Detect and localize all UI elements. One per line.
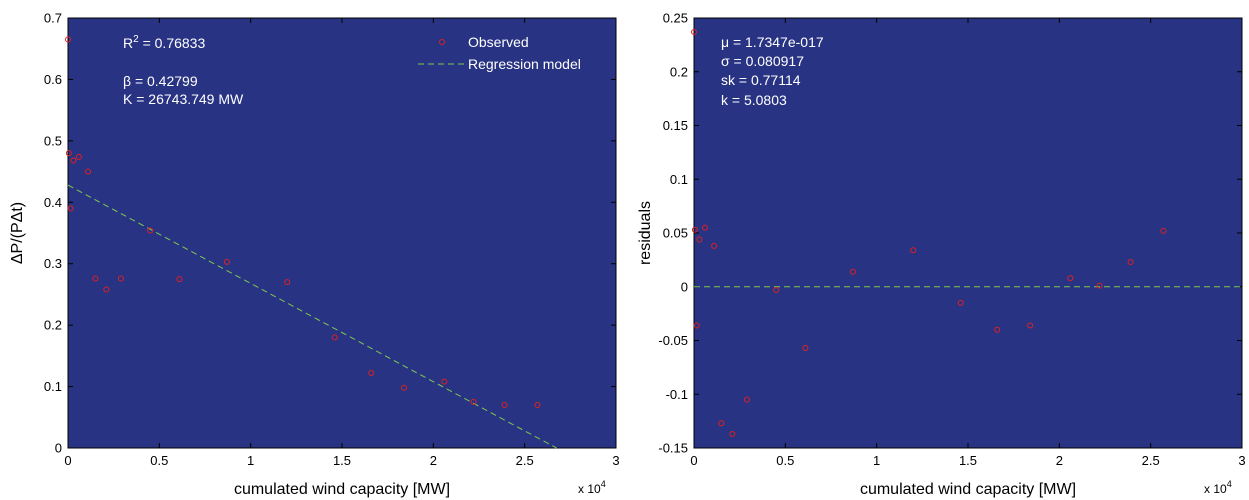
y-axis-label: residuals: [637, 201, 654, 265]
x-tick-label: 2.5: [1142, 453, 1160, 468]
data-point: [92, 275, 99, 282]
data-point: [994, 326, 1001, 333]
data-point: [773, 286, 780, 293]
y-tick-label: 0.4: [44, 195, 62, 210]
y-tick-label: 0.1: [44, 379, 62, 394]
data-point: [401, 384, 408, 391]
data-point: [284, 279, 291, 286]
y-tick-label: 0.1: [670, 172, 688, 187]
data-point: [1067, 275, 1074, 282]
legend-regression-label: Regression model: [468, 56, 581, 72]
x-axis-label: cumulated wind capacity [MW]: [234, 481, 450, 498]
y-tick-label: 0: [55, 441, 62, 456]
x-multiplier-label: x 104: [578, 479, 606, 496]
skewness-annotation: sk = 0.77114: [721, 72, 801, 88]
x-tick-label: 1: [247, 453, 254, 468]
x-tick-label: 1: [873, 453, 880, 468]
plot-area: [693, 17, 1243, 449]
data-point: [441, 378, 448, 385]
data-point: [1160, 227, 1167, 234]
x-tick-label: 0.5: [150, 453, 168, 468]
k-annotation: K = 26743.749 MW: [123, 91, 244, 107]
y-ticks: 0 0.1 0.2 0.3 0.4 0.5 0.6 0.7: [44, 11, 616, 456]
x-tick-label: 0: [64, 453, 71, 468]
data-point: [802, 345, 809, 352]
regression-plot: 0 0.5 1 1.5 2 2.5 3 0 0.1 0.2 0.3 0.4 0.5 0.6 0.7 R2 …: [9, 11, 620, 499]
data-point: [691, 226, 698, 233]
data-point: [1027, 322, 1034, 329]
data-point: [718, 420, 725, 427]
x-tick-label: 2: [1056, 453, 1063, 468]
data-point: [910, 247, 917, 254]
data-point: [85, 168, 92, 175]
y-ticks: -0.15 -0.1 -0.05 0 0.05 0.1 0.15 0.2 0.25: [658, 11, 1242, 456]
x-tick-label: 3: [612, 453, 619, 468]
x-tick-label: 2.5: [516, 453, 534, 468]
x-tick-label: 2: [430, 453, 437, 468]
data-point: [75, 153, 82, 160]
residuals-plot: 0 0.5 1 1.5 2 2.5 3 -0.15 -0.1 -0.05 0 0.05 0.1 0.15…: [637, 11, 1246, 499]
data-point: [147, 227, 154, 234]
data-point: [223, 258, 230, 265]
data-point: [117, 275, 124, 282]
series-layer: [65, 36, 557, 449]
x-tick-label: 0.5: [776, 453, 794, 468]
y-axis-label: ΔP/(PΔt): [9, 202, 26, 264]
data-point: [696, 236, 703, 243]
y-tick-label: 0.05: [663, 226, 688, 241]
y-tick-label: 0.3: [44, 256, 62, 271]
x-tick-label: 0: [690, 453, 697, 468]
r-squared-annotation: R2 = 0.76833: [123, 34, 205, 51]
x-tick-label: 1.5: [333, 453, 351, 468]
x-ticks: 0 0.5 1 1.5 2 2.5 3: [64, 18, 620, 468]
y-tick-label: -0.15: [658, 441, 688, 456]
legend: Observed Regression model: [418, 34, 581, 72]
data-point: [1127, 259, 1134, 266]
legend-observed-marker: [439, 39, 445, 45]
y-tick-label: 0.2: [670, 64, 688, 79]
legend-observed-label: Observed: [468, 34, 529, 50]
x-tick-label: 3: [1238, 453, 1245, 468]
mu-annotation: μ = 1.7347e-017: [721, 34, 824, 50]
data-point: [849, 268, 856, 275]
data-point: [501, 402, 508, 408]
plot-area: [67, 17, 617, 449]
y-tick-label: 0.6: [44, 72, 62, 87]
x-multiplier-label: x 104: [1204, 479, 1232, 496]
data-point: [743, 396, 750, 403]
beta-annotation: β = 0.42799: [123, 73, 198, 89]
sigma-annotation: σ = 0.080917: [721, 53, 804, 69]
y-tick-label: 0: [681, 279, 688, 294]
y-tick-label: 0.2: [44, 318, 62, 333]
data-point: [331, 334, 338, 341]
data-point: [65, 36, 71, 43]
data-point: [65, 150, 72, 157]
y-tick-label: 0.15: [663, 118, 688, 133]
data-point: [67, 205, 74, 212]
y-tick-label: 0.7: [44, 11, 62, 26]
y-tick-label: 0.5: [44, 133, 62, 148]
data-point: [70, 157, 77, 164]
data-point: [957, 299, 964, 306]
kurtosis-annotation: k = 5.0803: [721, 92, 787, 108]
data-point: [368, 370, 375, 377]
y-tick-label: -0.1: [666, 387, 688, 402]
data-point: [470, 398, 477, 405]
data-point: [701, 224, 708, 231]
data-point: [103, 286, 110, 293]
data-point: [729, 431, 736, 438]
data-point: [534, 402, 541, 408]
x-tick-label: 1.5: [959, 453, 977, 468]
x-ticks: 0 0.5 1 1.5 2 2.5 3: [690, 18, 1246, 468]
y-tick-label: 0.25: [663, 11, 688, 26]
data-point: [176, 276, 183, 283]
data-point: [691, 28, 697, 35]
series-layer: [691, 28, 1242, 438]
data-point: [1096, 282, 1103, 289]
x-axis-label: cumulated wind capacity [MW]: [860, 481, 1076, 498]
data-point: [711, 242, 718, 249]
data-point: [693, 322, 700, 329]
y-tick-label: -0.05: [658, 333, 688, 348]
